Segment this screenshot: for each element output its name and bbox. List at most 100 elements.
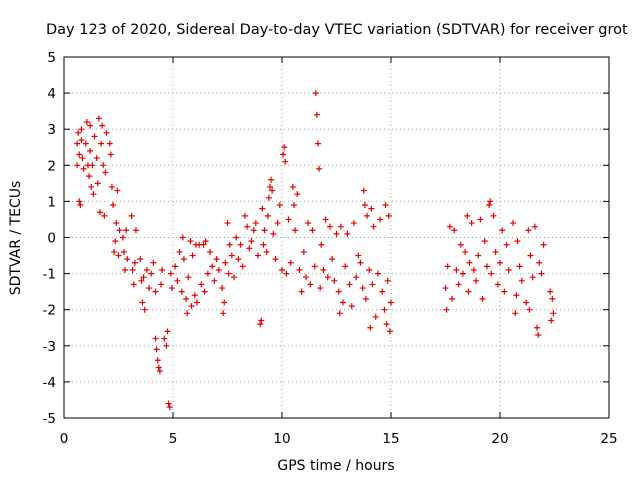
data-point-0-107 [228, 252, 235, 259]
data-point-0-142 [289, 183, 296, 190]
data-point-0-244 [531, 223, 538, 230]
y-tick-label-3: 3 [47, 122, 56, 138]
data-point-0-98 [213, 256, 220, 263]
data-point-0-149 [302, 274, 309, 281]
data-point-0-110 [235, 256, 242, 263]
y-tick-label-2: 2 [47, 158, 56, 174]
data-point-0-136 [280, 151, 287, 158]
data-point-0-56 [146, 285, 153, 292]
y-axis-label: SDTVAR / TECUs [8, 181, 24, 296]
data-point-0-185 [367, 324, 374, 331]
data-point-0-232 [505, 266, 512, 273]
data-point-0-104 [224, 220, 231, 227]
data-point-0-210 [462, 248, 469, 255]
data-point-0-253 [550, 310, 557, 317]
x-tick-label-20: 20 [491, 431, 508, 447]
data-point-0-216 [473, 277, 480, 284]
data-point-0-138 [282, 158, 289, 165]
data-point-0-66 [159, 266, 166, 273]
data-point-0-174 [348, 303, 355, 310]
data-point-0-144 [292, 227, 299, 234]
data-point-0-72 [167, 270, 174, 277]
data-point-0-129 [268, 176, 275, 183]
data-point-0-58 [150, 259, 157, 266]
data-point-0-78 [179, 234, 186, 241]
data-point-0-59 [152, 288, 159, 295]
data-point-0-212 [465, 288, 472, 295]
data-point-0-38 [115, 252, 122, 259]
data-point-0-222 [486, 202, 493, 209]
data-point-0-195 [383, 321, 390, 328]
x-tick-label-5: 5 [169, 431, 178, 447]
data-point-0-45 [128, 212, 135, 219]
data-point-0-57 [148, 270, 155, 277]
data-point-0-75 [174, 277, 181, 284]
data-point-0-67 [161, 335, 168, 342]
data-point-0-151 [307, 281, 314, 288]
data-points [74, 90, 557, 411]
data-point-0-145 [294, 191, 301, 198]
data-point-0-213 [466, 259, 473, 266]
data-point-0-165 [331, 277, 338, 284]
data-point-0-206 [453, 266, 460, 273]
data-point-0-99 [215, 266, 222, 273]
data-point-0-109 [233, 234, 240, 241]
data-point-0-203 [446, 223, 453, 230]
data-point-0-91 [200, 241, 207, 248]
data-point-0-96 [209, 263, 216, 270]
data-point-0-62 [154, 357, 161, 364]
data-point-0-64 [156, 368, 163, 375]
data-point-0-143 [290, 202, 297, 209]
x-tick-label-0: 0 [60, 431, 69, 447]
data-point-0-6 [78, 137, 85, 144]
data-point-0-245 [534, 324, 541, 331]
data-point-0-125 [263, 248, 270, 255]
data-point-0-201 [443, 306, 450, 313]
data-point-0-153 [311, 263, 318, 270]
data-point-0-223 [487, 198, 494, 205]
data-point-0-34 [111, 248, 118, 255]
data-point-0-246 [535, 331, 542, 338]
data-point-0-113 [241, 212, 248, 219]
data-point-0-41 [120, 248, 127, 255]
data-point-0-19 [91, 133, 98, 140]
data-point-0-220 [481, 238, 488, 245]
y-tick-label--3: -3 [43, 339, 56, 355]
data-point-0-70 [165, 400, 172, 407]
data-point-0-20 [93, 155, 100, 162]
data-point-0-108 [231, 274, 238, 281]
data-point-0-93 [202, 238, 209, 245]
data-point-0-69 [164, 328, 171, 335]
data-point-0-172 [344, 230, 351, 237]
data-point-0-105 [225, 270, 232, 277]
data-point-0-137 [281, 144, 288, 151]
data-point-0-237 [516, 263, 523, 270]
data-point-0-106 [226, 241, 233, 248]
data-point-0-238 [518, 277, 525, 284]
data-point-0-32 [108, 183, 115, 190]
data-point-0-24 [98, 140, 105, 147]
data-point-0-228 [497, 259, 503, 266]
data-point-0-15 [87, 147, 94, 154]
data-point-0-188 [370, 223, 377, 230]
y-tick-label-5: 5 [47, 50, 56, 66]
data-point-0-23 [96, 209, 103, 216]
data-point-0-208 [457, 241, 464, 248]
data-point-0-199 [388, 299, 394, 306]
data-point-0-79 [180, 256, 187, 263]
data-point-0-171 [342, 263, 349, 270]
data-point-0-21 [94, 180, 101, 187]
data-point-0-198 [386, 328, 393, 335]
y-tick-label-4: 4 [47, 86, 56, 102]
data-point-0-80 [183, 295, 190, 302]
data-point-0-139 [283, 270, 290, 277]
data-point-0-74 [172, 263, 179, 270]
data-point-0-84 [188, 303, 195, 310]
data-point-0-33 [110, 202, 117, 209]
data-point-0-128 [267, 183, 274, 190]
data-point-0-124 [261, 227, 268, 234]
x-axis-label: GPS time / hours [277, 458, 394, 474]
data-point-0-95 [207, 248, 214, 255]
data-point-0-36 [113, 220, 120, 227]
